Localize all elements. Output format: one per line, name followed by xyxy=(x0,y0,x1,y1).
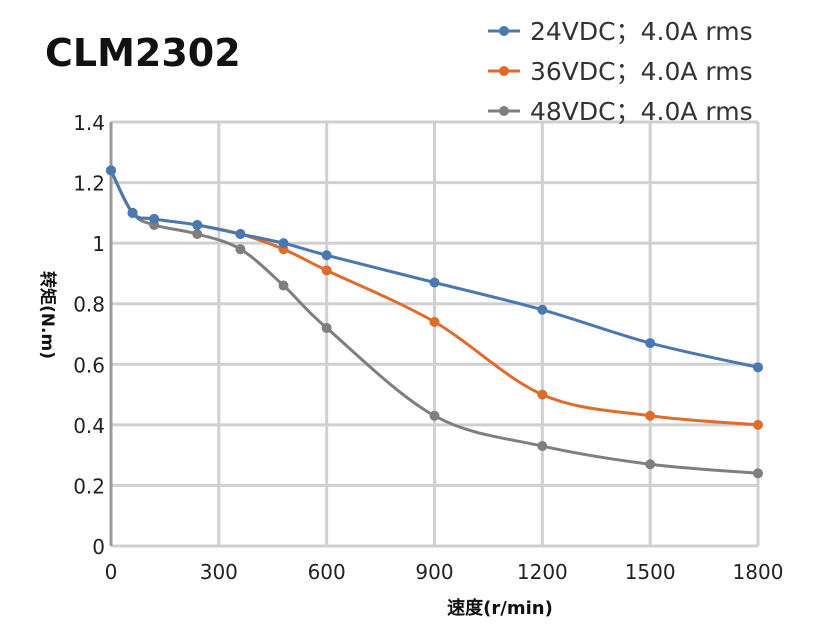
x-tick-label: 1800 xyxy=(733,560,784,584)
data-point xyxy=(753,362,763,373)
y-tick-label: 0.2 xyxy=(73,474,105,498)
data-point xyxy=(278,238,289,249)
legend-label: 24VDC；4.0A rms xyxy=(530,17,753,46)
y-axis-label: 转矩(N.m) xyxy=(37,271,58,359)
data-point xyxy=(192,229,203,240)
legend-marker xyxy=(499,106,509,116)
x-tick-label: 0 xyxy=(105,560,118,584)
y-tick-label: 0.6 xyxy=(73,353,105,377)
data-point xyxy=(127,207,138,218)
data-point xyxy=(537,441,548,452)
data-point xyxy=(235,244,246,255)
y-tick-label: 0.4 xyxy=(73,414,105,438)
data-point xyxy=(235,229,246,240)
data-point xyxy=(753,419,763,430)
data-point xyxy=(149,213,160,224)
x-tick-label: 300 xyxy=(200,560,238,584)
chart-title: CLM2302 xyxy=(45,31,241,75)
data-point xyxy=(645,338,656,349)
y-tick-label: 1.2 xyxy=(73,172,105,196)
y-tick-label: 0 xyxy=(92,535,105,559)
data-point xyxy=(429,410,440,421)
data-point xyxy=(321,265,332,276)
data-point xyxy=(106,165,116,176)
y-tick-label: 1.4 xyxy=(73,111,105,135)
data-point xyxy=(429,316,440,327)
data-point xyxy=(537,304,548,315)
legend-label: 48VDC；4.0A rms xyxy=(530,97,753,126)
x-tick-label: 900 xyxy=(415,560,453,584)
legend-marker xyxy=(499,66,509,76)
x-axis-label: 速度(r/min) xyxy=(447,597,553,619)
legend-marker xyxy=(499,26,509,36)
data-point xyxy=(192,219,203,230)
data-point xyxy=(321,250,332,261)
data-point xyxy=(278,280,289,291)
y-tick-label: 0.8 xyxy=(73,293,105,317)
x-tick-label: 1200 xyxy=(517,560,568,584)
y-tick-label: 1 xyxy=(92,232,105,256)
x-tick-label: 600 xyxy=(308,560,346,584)
data-point xyxy=(429,277,440,288)
data-point xyxy=(321,322,332,333)
data-point xyxy=(645,410,656,421)
data-point xyxy=(645,459,656,470)
data-point xyxy=(537,389,548,400)
x-tick-label: 1500 xyxy=(625,560,676,584)
data-point xyxy=(753,468,763,479)
legend-label: 36VDC；4.0A rms xyxy=(530,57,753,86)
